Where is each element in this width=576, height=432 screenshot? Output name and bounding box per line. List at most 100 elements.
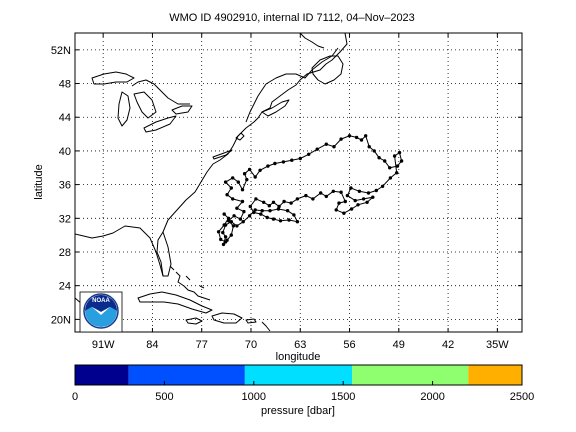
lake-michigan [117, 91, 131, 127]
y-tick-label: 32 [59, 213, 71, 225]
track-point [282, 199, 286, 204]
colorbar-tick-label: 2500 [510, 391, 534, 403]
y-tick-label: 24 [59, 281, 71, 293]
lesser-antilles [261, 321, 271, 332]
track-point [238, 217, 243, 221]
track-point [395, 164, 400, 168]
track-point [245, 177, 249, 182]
track-point [248, 204, 252, 209]
track-point [334, 208, 338, 212]
cape-cod [235, 132, 245, 141]
map-gridlines [75, 33, 522, 332]
track-point [259, 212, 263, 216]
track-point [349, 186, 353, 190]
track-point [223, 180, 228, 184]
track-point [223, 223, 228, 227]
track-point [247, 214, 252, 218]
track-point [253, 208, 257, 212]
track-point [266, 164, 270, 168]
track-point [265, 215, 269, 220]
figure-title: WMO ID 4902910, internal ID 7112, 04–Nov… [169, 12, 415, 24]
track-point [216, 230, 221, 234]
track-point [252, 210, 256, 215]
track-point [236, 180, 240, 184]
track-point [242, 209, 246, 214]
track-point [260, 209, 264, 213]
svg-text:NOAA: NOAA [92, 298, 110, 304]
colorbar-ticks: 0 500 1000 1500 2000 2500 [72, 381, 534, 403]
colorbar-tick-label: 500 [155, 391, 173, 403]
colorbar-tick-label: 1000 [242, 391, 266, 403]
track-point [229, 220, 233, 224]
noaa-logo: NOAA [79, 291, 123, 333]
track-point [292, 213, 296, 217]
colorbar-segment [352, 365, 469, 385]
noaa-logo-wave [85, 307, 117, 327]
noaa-logo-gull [92, 307, 110, 315]
track-point [222, 212, 226, 216]
track-point [367, 145, 371, 149]
x-tick-label: 42 [442, 339, 454, 351]
hudson-st-lawrence [245, 95, 259, 123]
colorbar-tick-label: 1500 [331, 391, 355, 403]
track-point [332, 145, 336, 149]
track-point [276, 207, 281, 211]
track-point [271, 217, 276, 221]
track-point [380, 184, 385, 188]
track-point [229, 233, 233, 237]
track-point [304, 193, 308, 198]
colorbar-tick-label: 2000 [420, 391, 444, 403]
colorbar-tick-label: 0 [72, 391, 78, 403]
track-point [290, 158, 294, 162]
track-point [366, 191, 371, 195]
track-point [298, 156, 302, 161]
colorbar-segment [468, 365, 522, 385]
y-tick-label: 40 [59, 146, 71, 158]
track-point [372, 149, 376, 153]
track-point [315, 147, 319, 151]
nova-scotia [261, 99, 290, 117]
track-point [324, 142, 328, 146]
track-point [343, 199, 347, 204]
track-point [388, 176, 393, 180]
track-point [349, 207, 354, 211]
track-point [258, 168, 262, 172]
track-point [232, 214, 236, 218]
track-point [357, 189, 362, 193]
track-point [377, 156, 381, 160]
pressure-colorbar [75, 365, 522, 385]
track-point [240, 199, 245, 204]
newfoundland [311, 55, 344, 85]
us-atlantic-coastline [75, 33, 348, 277]
y-tick-label: 52N [51, 45, 71, 57]
bahamas-small [169, 265, 205, 289]
x-axis-ticks: 91W 84 77 70 63 56 49 42 35W [92, 33, 509, 351]
great-lakes [91, 71, 193, 133]
track-point [392, 154, 397, 158]
lake-huron [133, 91, 157, 119]
track-point [397, 150, 402, 155]
track-point [253, 175, 257, 179]
track-point [295, 197, 300, 201]
long-island [212, 149, 233, 160]
track-point [229, 186, 233, 190]
track-point [226, 216, 231, 220]
track-point [371, 195, 375, 199]
track-point [240, 188, 245, 192]
track-point [223, 235, 228, 239]
x-tick-label: 84 [146, 339, 158, 351]
track-point [281, 160, 286, 164]
y-axis-label: latitude [33, 164, 45, 199]
x-tick-label: 91W [92, 339, 115, 351]
track-point [364, 134, 368, 138]
track-point [339, 137, 343, 141]
y-tick-label: 20N [51, 314, 71, 326]
track-point [388, 166, 392, 170]
track-point [395, 171, 399, 175]
track-point [254, 197, 258, 201]
track-point [273, 161, 277, 166]
track-point [226, 219, 231, 223]
track-point [285, 209, 290, 213]
track-point [278, 219, 283, 223]
